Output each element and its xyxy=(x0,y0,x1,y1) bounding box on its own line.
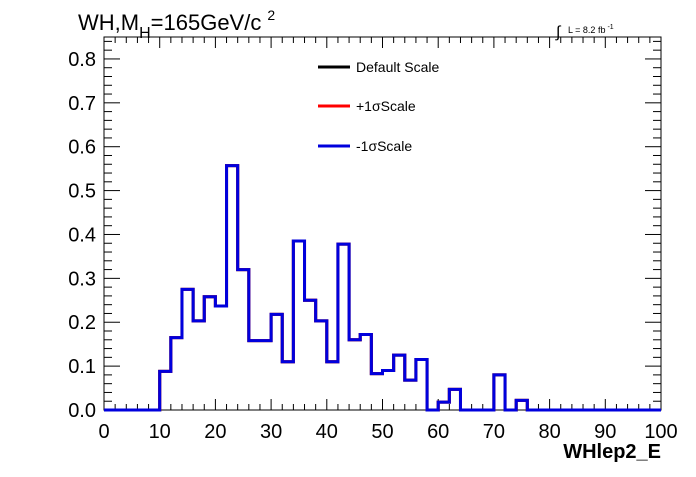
legend-label-default: Default Scale xyxy=(356,59,439,75)
chart-title: WH,MH=165GeV/c 2 xyxy=(78,7,275,42)
x-tick-label: 0 xyxy=(98,421,109,443)
x-axis-label: WHlep2_E xyxy=(563,441,661,463)
legend: Default Scale +1σScale -1σScale xyxy=(318,59,439,154)
y-tick-label: 0.2 xyxy=(68,312,96,334)
y-tick-label: 0.7 xyxy=(68,93,96,115)
x-tick-label: 60 xyxy=(427,421,449,443)
y-tick-label: 0.8 xyxy=(68,49,96,71)
axes-group: 0 10 20 30 40 50 60 70 80 90 100 0.0 0.1 0.2 0.3 0.4 0.5… xyxy=(68,37,678,443)
y-tick-label: 0.1 xyxy=(68,356,96,378)
x-tick-label: 90 xyxy=(594,421,616,443)
plot-frame xyxy=(103,36,662,411)
y-tick-label: 0.3 xyxy=(68,268,96,290)
y-tick-label: 0.6 xyxy=(68,137,96,159)
x-tick-label: 80 xyxy=(538,421,560,443)
x-tick-label: 30 xyxy=(260,421,282,443)
histogram-line-minus1sigma xyxy=(104,164,661,412)
y-tick-label: 0.0 xyxy=(68,400,96,422)
x-tick-label: 10 xyxy=(149,421,171,443)
x-tick-label: 50 xyxy=(371,421,393,443)
x-tick-label: 20 xyxy=(204,421,226,443)
x-tick-label: 70 xyxy=(483,421,505,443)
x-tick-label: 40 xyxy=(316,421,338,443)
legend-label-minus1sigma: -1σScale xyxy=(356,138,412,154)
lumi-label: L = 8.2 fb -1 xyxy=(568,24,614,35)
series-group xyxy=(104,164,661,412)
legend-label-plus1sigma: +1σScale xyxy=(356,98,416,114)
lumi-integral-sign: ∫ xyxy=(555,24,562,41)
y-tick-label: 0.4 xyxy=(68,224,96,246)
x-tick-label: 100 xyxy=(644,421,677,443)
y-tick-label: 0.5 xyxy=(68,181,96,203)
